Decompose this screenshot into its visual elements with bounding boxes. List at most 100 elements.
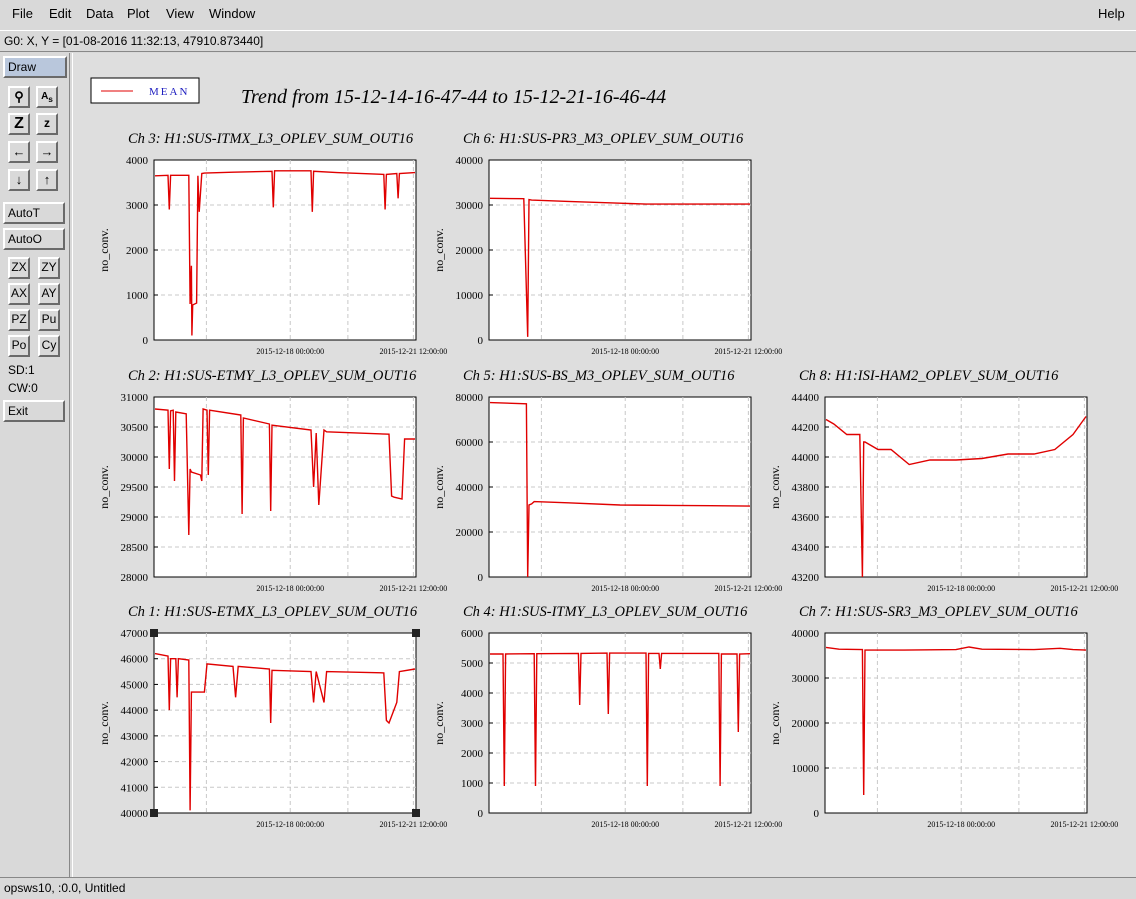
pz-button[interactable]: PZ <box>8 309 30 331</box>
x-tick-label: 2015-12-21 12:00:00 <box>1050 584 1118 593</box>
y-tick-label: 43800 <box>792 482 820 494</box>
chart-title: Ch 7: H1:SUS-SR3_M3_OPLEV_SUM_OUT16 <box>799 604 1078 620</box>
po-button[interactable]: Po <box>8 335 30 357</box>
ax-button[interactable]: AX <box>8 283 30 305</box>
y-tick-label: 44000 <box>121 705 149 717</box>
zoom-in-button[interactable]: Z <box>8 113 30 135</box>
y-tick-label: 0 <box>478 808 484 820</box>
ay-button[interactable]: AY <box>38 283 60 305</box>
plot-canvas[interactable]: MEAN Trend from 15-12-14-16-47-44 to 15-1… <box>72 53 1136 877</box>
chart-title: Ch 5: H1:SUS-BS_M3_OPLEV_SUM_OUT16 <box>463 368 735 384</box>
chart-title: Ch 2: H1:SUS-ETMY_L3_OPLEV_SUM_OUT16 <box>128 368 417 384</box>
auto-time-button[interactable]: AutoT <box>3 202 65 224</box>
selection-handle <box>412 629 420 637</box>
y-tick-label: 10000 <box>792 763 820 775</box>
y-axis-label: no_conv. <box>97 228 111 272</box>
y-tick-label: 30000 <box>792 673 820 685</box>
zx-button[interactable]: ZX <box>8 257 30 279</box>
y-tick-label: 20000 <box>792 718 820 730</box>
menu-file[interactable]: File <box>12 6 33 21</box>
y-tick-label: 47000 <box>121 628 149 640</box>
pan-down-button[interactable]: ↓ <box>8 169 30 191</box>
zoom-small-z-icon: z <box>44 116 50 130</box>
y-tick-label: 40000 <box>792 628 820 640</box>
y-tick-label: 28000 <box>121 572 149 584</box>
chart-ch5: Ch 5: H1:SUS-BS_M3_OPLEV_SUM_OUT16 0 20000… <box>432 368 782 593</box>
zoom-tool-button[interactable]: ⚲ <box>8 86 30 108</box>
y-tick-label: 3000 <box>461 718 484 730</box>
y-tick-label: 44200 <box>792 422 820 434</box>
series-mean-line <box>490 652 751 787</box>
pan-up-button[interactable]: ↑ <box>36 169 58 191</box>
y-tick-label: 60000 <box>456 437 484 449</box>
plot-frame <box>153 396 417 578</box>
y-axis-label: no_conv. <box>768 701 782 745</box>
series-mean-line <box>825 646 1087 796</box>
series-mean-line <box>154 652 416 811</box>
arrow-right-icon: → <box>40 144 54 159</box>
plot-frame <box>824 396 1088 578</box>
auto-offset-button[interactable]: AutoO <box>3 228 65 250</box>
pan-right-button[interactable]: → <box>36 141 58 163</box>
zoom-big-z-icon: Z <box>14 115 24 132</box>
y-tick-label: 29500 <box>121 482 149 494</box>
y-tick-label: 0 <box>478 572 484 584</box>
chart-ch3: Ch 3: H1:SUS-ITMX_L3_OPLEV_SUM_OUT16 0 100… <box>97 131 447 356</box>
tool-panel: Draw ⚲ As Z z ← → ↓ ↑ AutoT AutoO ZX ZY … <box>0 53 70 877</box>
x-tick-label: 2015-12-21 12:00:00 <box>379 347 447 356</box>
legend-label: MEAN <box>149 86 189 98</box>
y-tick-label: 42000 <box>121 757 149 769</box>
menu-help[interactable]: Help <box>1098 6 1125 21</box>
chart-title: Ch 4: H1:SUS-ITMY_L3_OPLEV_SUM_OUT16 <box>463 604 748 620</box>
x-tick-label: 2015-12-21 12:00:00 <box>1050 820 1118 829</box>
zoom-out-button[interactable]: z <box>36 113 58 135</box>
y-tick-label: 2000 <box>126 245 149 257</box>
draw-button[interactable]: Draw <box>3 56 67 78</box>
y-tick-label: 43400 <box>792 542 820 554</box>
y-tick-label: 41000 <box>121 782 149 794</box>
plot-frame <box>153 159 417 341</box>
y-tick-label: 4000 <box>461 688 484 700</box>
x-tick-label: 2015-12-18 00:00:00 <box>591 820 659 829</box>
coordinate-readout: G0: X, Y = [01-08-2016 11:32:13, 47910.8… <box>0 30 1136 52</box>
x-tick-label: 2015-12-18 00:00:00 <box>591 584 659 593</box>
y-tick-label: 30000 <box>121 452 149 464</box>
y-axis-label: no_conv. <box>432 228 446 272</box>
y-axis-label: no_conv. <box>768 465 782 509</box>
menu-data[interactable]: Data <box>86 6 114 21</box>
pan-left-button[interactable]: ← <box>8 141 30 163</box>
chart-ch6: Ch 6: H1:SUS-PR3_M3_OPLEV_SUM_OUT16 0 1000… <box>432 131 782 356</box>
exit-button[interactable]: Exit <box>3 400 65 422</box>
menu-view[interactable]: View <box>166 6 194 21</box>
y-tick-label: 46000 <box>121 654 149 666</box>
series-mean-line <box>489 197 750 337</box>
menu-plot[interactable]: Plot <box>127 6 150 21</box>
zy-button[interactable]: ZY <box>38 257 60 279</box>
pu-button[interactable]: Pu <box>38 309 60 331</box>
menu-edit[interactable]: Edit <box>49 6 72 21</box>
y-axis-label: no_conv. <box>432 701 446 745</box>
chart-ch8: Ch 8: H1:ISI-HAM2_OPLEV_SUM_OUT16 43200 43… <box>768 368 1118 593</box>
selection-handle <box>150 629 158 637</box>
chart-ch1: Ch 1: H1:SUS-ETMX_L3_OPLEV_SUM_OUT16 4000… <box>97 604 447 829</box>
menu-window[interactable]: Window <box>209 6 256 21</box>
text-tool-button[interactable]: As <box>36 86 58 108</box>
plot-svg[interactable]: MEAN Trend from 15-12-14-16-47-44 to 15-1… <box>73 53 1135 877</box>
y-tick-label: 43200 <box>792 572 820 584</box>
cy-button[interactable]: Cy <box>38 335 60 357</box>
cw-label: CW:0 <box>8 381 38 395</box>
y-axis-label: no_conv. <box>97 701 111 745</box>
y-tick-label: 20000 <box>456 245 484 257</box>
status-bar: opsws10, :0.0, Untitled <box>0 877 1136 899</box>
y-tick-label: 40000 <box>456 155 484 167</box>
y-tick-label: 30500 <box>121 422 149 434</box>
y-tick-label: 44400 <box>792 392 820 404</box>
chart-title: Ch 1: H1:SUS-ETMX_L3_OPLEV_SUM_OUT16 <box>128 604 418 620</box>
selection-handle <box>150 809 158 817</box>
y-tick-label: 3000 <box>126 200 149 212</box>
y-axis-label: no_conv. <box>97 465 111 509</box>
y-tick-label: 6000 <box>461 628 484 640</box>
arrow-up-icon: ↑ <box>43 172 51 187</box>
y-tick-label: 1000 <box>461 778 484 790</box>
y-tick-label: 80000 <box>456 392 484 404</box>
